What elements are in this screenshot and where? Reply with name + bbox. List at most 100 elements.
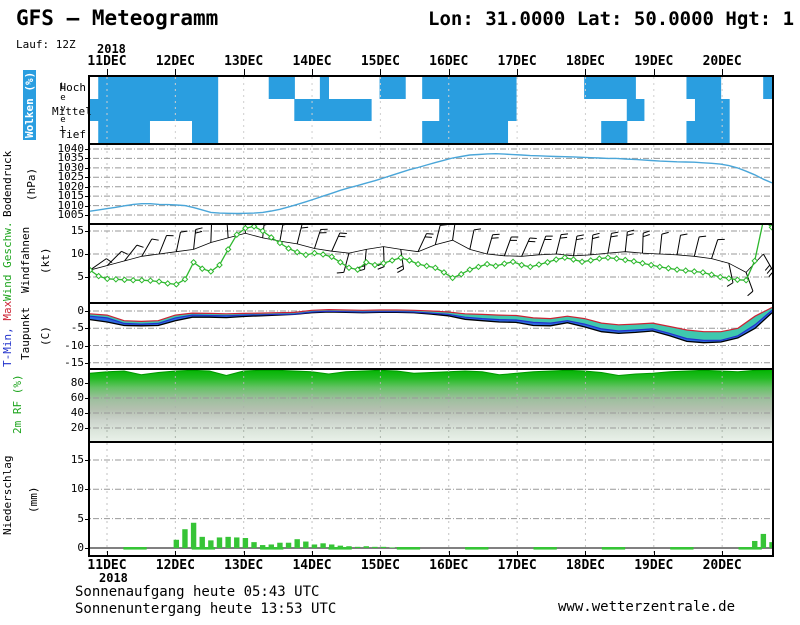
humidity-panel: [88, 368, 774, 444]
tmin-label: T-Min,: [1, 327, 14, 367]
y-tick-mark: [85, 277, 89, 278]
y-tick-mark: [85, 215, 89, 216]
pressure-axis-label: Bodendruck: [1, 150, 14, 217]
top-date-label: 17DEC: [497, 54, 537, 69]
bottom-date-tick: [312, 551, 314, 556]
y-tick-mark: [85, 177, 89, 179]
bottom-date-tick: [107, 551, 108, 556]
top-date-tick: [312, 69, 314, 76]
y-tick-mark: [85, 383, 89, 384]
y-tick-label: 20: [70, 421, 84, 434]
y-tick-mark: [85, 254, 89, 255]
sunset-label: Sonnenuntergang heute 13:53 UTC: [75, 601, 337, 617]
top-date-tick: [175, 69, 177, 76]
y-tick-label: -5: [70, 321, 84, 335]
y-tick-mark: [85, 459, 89, 461]
tmax-label: Max: [1, 300, 14, 328]
y-tick-label: 80: [70, 376, 84, 389]
wind-panel: [88, 223, 774, 304]
cloud-level-tief: Tief: [59, 128, 87, 141]
coordinates-label: Lon: 31.0000 Lat: 50.0000 Hgt: 1: [428, 8, 795, 30]
top-date-tick: [243, 69, 245, 76]
precip-axis-label: Niederschlag: [1, 455, 14, 535]
top-date-tick: [585, 69, 587, 76]
bottom-date-tick: [653, 551, 655, 556]
y-tick-mark: [85, 548, 89, 549]
bottom-date-label: 15DEC: [360, 558, 400, 573]
bottom-date-label: 12DEC: [155, 558, 195, 573]
y-tick-mark: [85, 311, 89, 312]
top-date-tick: [722, 69, 724, 76]
y-tick-label: 0: [77, 541, 84, 554]
top-date-label: 12DEC: [155, 54, 195, 69]
temp-axis-label: T-Min, Max: [1, 301, 14, 367]
y-tick-mark: [85, 328, 89, 330]
y-tick-label: 1030: [57, 160, 85, 174]
y-tick-label: 10: [70, 482, 84, 496]
y-tick-label: 1005: [57, 208, 85, 221]
dewpoint-axis-label: Taupunkt: [19, 307, 32, 360]
y-tick-mark: [85, 413, 89, 414]
bottom-date-tick: [175, 551, 177, 556]
wind-speed-axis-label: Wind Geschw.: [1, 221, 14, 301]
bottom-date-tick: [380, 551, 382, 556]
top-date-label: 14DEC: [292, 54, 332, 69]
y-tick-mark: [85, 345, 89, 347]
y-tick-mark: [85, 489, 89, 491]
top-date-tick: [653, 69, 655, 76]
y-tick-mark: [85, 196, 89, 198]
y-tick-label: -10: [64, 338, 84, 352]
y-tick-label: 5: [77, 270, 84, 283]
y-tick-mark: [85, 518, 89, 520]
y-tick-mark: [85, 398, 89, 399]
top-date-tick: [517, 69, 519, 76]
cloud-level-mittel: Mittel: [52, 105, 92, 118]
y-tick-mark: [85, 362, 89, 364]
model-run-label: Lauf: 12Z: [16, 38, 76, 51]
y-tick-label: 40: [70, 406, 84, 419]
bottom-date-label: 19DEC: [634, 558, 674, 573]
pressure-unit-label: (hPa): [25, 167, 38, 201]
top-date-label: 11DEC: [87, 54, 127, 69]
y-tick-label: 0: [77, 304, 84, 317]
top-axis-year: 2018: [97, 42, 126, 56]
y-tick-label: 15: [70, 224, 84, 237]
bottom-date-label: 13DEC: [224, 558, 264, 573]
top-date-label: 20DEC: [702, 54, 742, 69]
y-tick-label: 1040: [57, 141, 85, 155]
y-tick-label: 1035: [57, 151, 85, 165]
bottom-date-label: 17DEC: [497, 558, 537, 573]
top-date-label: 19DEC: [634, 54, 674, 69]
y-tick-label: 60: [70, 391, 84, 404]
bottom-date-label: 11DEC: [87, 558, 127, 573]
y-tick-mark: [85, 167, 89, 169]
bottom-date-label: 16DEC: [429, 558, 469, 573]
top-date-label: 16DEC: [429, 54, 469, 69]
y-tick-label: 10: [70, 247, 84, 260]
y-tick-mark: [85, 158, 89, 160]
temperature-panel: [88, 302, 774, 370]
cloud-level-hoch: Hoch: [59, 81, 87, 94]
precip-unit-label: (mm): [27, 486, 40, 514]
top-date-label: 15DEC: [360, 54, 400, 69]
bottom-date-tick: [517, 551, 519, 556]
y-tick-label: -15: [64, 355, 84, 369]
precip-panel: [88, 441, 774, 557]
bottom-date-label: 14DEC: [292, 558, 332, 573]
y-tick-mark: [85, 428, 89, 429]
website-link[interactable]: www.wetterzentrale.de: [558, 599, 736, 615]
top-date-label: 18DEC: [565, 54, 605, 69]
y-tick-label: 1010: [57, 198, 85, 212]
clouds-axis-label: Wolken (%): [23, 69, 36, 140]
bottom-date-label: 20DEC: [702, 558, 742, 573]
bottom-date-tick: [722, 551, 724, 556]
bottom-date-tick: [585, 551, 587, 556]
y-tick-label: 1020: [57, 179, 85, 193]
top-date-tick: [380, 69, 382, 76]
wind-barbs-axis-label: Windfahnen: [19, 226, 32, 293]
sunrise-label: Sonnenaufgang heute 05:43 UTC: [75, 584, 320, 600]
top-date-tick: [107, 69, 108, 76]
y-tick-label: 1025: [57, 170, 85, 184]
clouds-panel: [88, 75, 774, 145]
